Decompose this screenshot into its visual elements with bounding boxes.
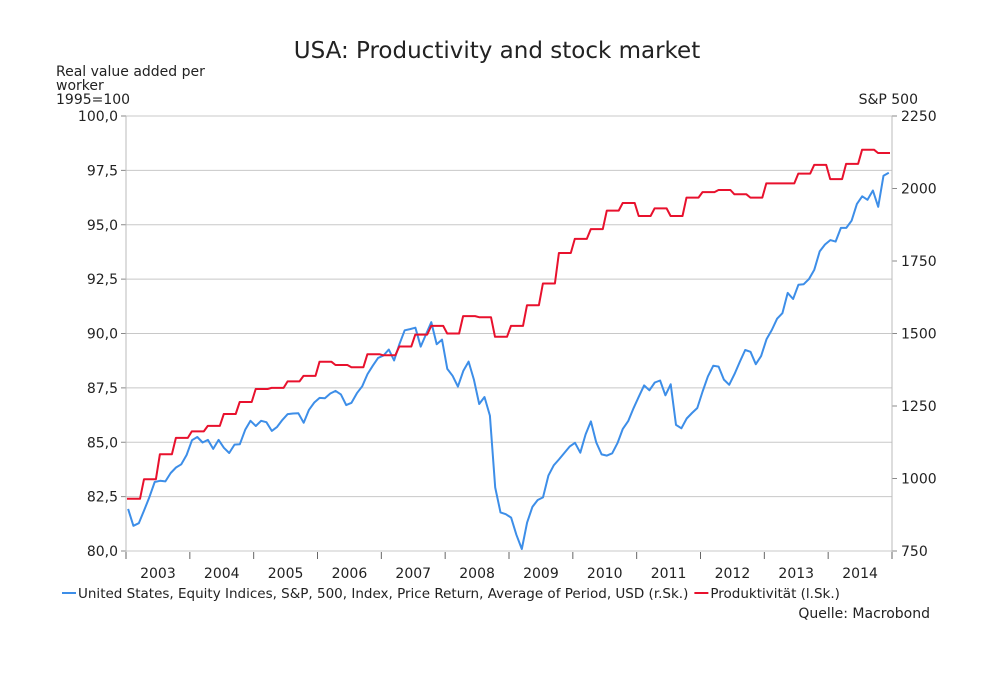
right-tick-label: 2000	[901, 182, 937, 198]
legend-label-productivity: Produktivität (l.Sk.)	[710, 586, 840, 602]
left-tick-label: 92,5	[87, 272, 118, 288]
left-axis-label-1: Real value added per	[56, 64, 205, 80]
left-tick-label: 95,0	[87, 218, 118, 234]
right-tick-label: 2250	[901, 109, 937, 125]
left-tick-label: 80,0	[87, 544, 118, 560]
left-axis-label-2: worker	[56, 78, 104, 94]
x-tick-label: 2005	[268, 566, 304, 582]
x-tick-label: 2003	[140, 566, 176, 582]
x-tick-label: 2014	[842, 566, 878, 582]
left-tick-label: 87,5	[87, 381, 118, 397]
x-tick-label: 2006	[332, 566, 368, 582]
legend-label-sp500: United States, Equity Indices, S&P, 500,…	[78, 586, 688, 602]
sp500-line	[127, 171, 890, 550]
right-tick-label: 1000	[901, 472, 937, 488]
x-tick-label: 2010	[587, 566, 623, 582]
left-tick-label: 85,0	[87, 435, 118, 451]
right-axis-label: S&P 500	[859, 92, 918, 108]
left-tick-label: 90,0	[87, 327, 118, 343]
right-tick-label: 1250	[901, 399, 937, 415]
right-tick-label: 1500	[901, 327, 937, 343]
left-axis-label-3: 1995=100	[56, 92, 130, 108]
productivity-line	[127, 148, 890, 500]
x-tick-label: 2012	[715, 566, 751, 582]
x-tick-label: 2008	[459, 566, 495, 582]
x-tick-label: 2004	[204, 566, 240, 582]
x-tick-label: 2013	[778, 566, 814, 582]
right-tick-label: 750	[901, 544, 928, 560]
source-note: Quelle: Macrobond	[798, 606, 930, 622]
left-tick-label: 82,5	[87, 490, 118, 506]
legend: United States, Equity Indices, S&P, 500,…	[62, 586, 840, 602]
left-tick-label: 97,5	[87, 163, 118, 179]
x-tick-label: 2011	[651, 566, 687, 582]
right-tick-label: 1750	[901, 254, 937, 270]
left-tick-label: 100,0	[78, 109, 118, 125]
x-tick-label: 2009	[523, 566, 559, 582]
x-tick-label: 2007	[395, 566, 431, 582]
chart-title: USA: Productivity and stock market	[294, 38, 700, 64]
